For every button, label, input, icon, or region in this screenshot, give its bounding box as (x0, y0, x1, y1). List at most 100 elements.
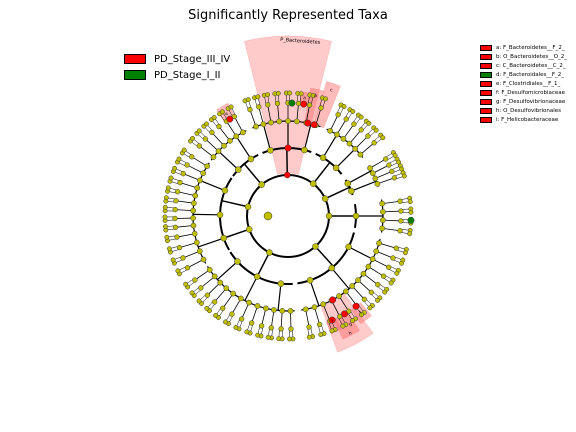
class-branch (348, 246, 373, 260)
clade-label-i: i (331, 318, 335, 324)
legend-swatch (480, 107, 492, 114)
genus-node (341, 104, 347, 109)
genus-node (287, 336, 292, 342)
family-branch (372, 164, 390, 174)
class-node (235, 166, 242, 173)
order-node (193, 239, 200, 246)
genus-node (366, 120, 372, 126)
family-node (216, 123, 222, 130)
order-node (223, 285, 230, 292)
genus-node (350, 109, 356, 114)
taxa-legend: a: F_Bacteroidetes__F_2_ b: O_Bacteroide… (480, 43, 567, 124)
genus-node (407, 231, 413, 237)
class-branch (347, 170, 372, 185)
legend-label: b: O_Bacteroidetes__O_2_ (496, 53, 568, 60)
family-node (172, 215, 178, 222)
class-node (277, 280, 285, 287)
class-node (348, 187, 355, 195)
genus-node (310, 93, 316, 99)
clade-label-a: a (303, 96, 307, 101)
order-node (369, 256, 376, 262)
class-node (253, 273, 261, 280)
genus-node (276, 336, 282, 342)
legend-swatch (480, 98, 492, 105)
family-node (198, 285, 204, 291)
family-branch (175, 200, 194, 204)
enriched-node (310, 121, 318, 129)
genus-node (170, 257, 176, 263)
family-branch (369, 158, 386, 169)
family-branch (376, 250, 394, 259)
family-node (189, 154, 195, 160)
family-branch (357, 279, 372, 293)
taxa-legend-item: e: F_Clostridiales__F_1_ (480, 79, 567, 88)
genus-node (329, 328, 335, 334)
family-node (174, 189, 181, 195)
phylum-branch (312, 161, 331, 185)
genus-node (401, 173, 407, 179)
family-node (343, 116, 349, 122)
class-node (319, 154, 327, 161)
family-branch (194, 269, 210, 281)
family-branch (349, 129, 362, 144)
clade-label-g: g (348, 322, 353, 328)
family-node (204, 292, 211, 298)
phylum-node (244, 203, 252, 211)
class-node (344, 180, 352, 187)
order-node (210, 154, 217, 160)
order-node (376, 240, 382, 246)
family-branch (382, 200, 401, 204)
genus-node (162, 204, 168, 210)
genus-node (388, 280, 394, 286)
family-branch (183, 173, 201, 181)
family-branch (382, 219, 401, 222)
family-branch (322, 304, 331, 322)
family-node (184, 162, 190, 168)
family-node (180, 255, 186, 261)
genus-node (223, 319, 228, 325)
order-node (342, 288, 349, 295)
order-node (194, 185, 201, 191)
enriched-node (300, 100, 308, 108)
order-node (349, 283, 356, 289)
class-node (345, 243, 352, 251)
enriched-node (288, 99, 296, 107)
family-node (265, 102, 271, 108)
family-branch (378, 242, 397, 249)
family-branch (182, 250, 200, 259)
family-node (229, 311, 235, 317)
legend-swatch (480, 89, 492, 96)
family-node (249, 320, 255, 326)
genus-node (402, 250, 408, 256)
family-node (268, 325, 274, 331)
family-branch (231, 298, 242, 315)
family-branch (372, 258, 389, 268)
class-arc (335, 276, 362, 299)
class-node (332, 164, 340, 172)
family-branch (375, 171, 392, 179)
order-node (206, 266, 213, 273)
genus-node (162, 214, 168, 220)
class-node (216, 211, 224, 219)
taxa-legend-item: g: F_Desulfovibrionaceae (480, 97, 567, 106)
genus-node (399, 260, 405, 266)
order-node (320, 301, 327, 308)
genus-node (265, 334, 271, 340)
genus-node (164, 234, 170, 240)
genus-node (373, 127, 379, 133)
class-branch (199, 179, 226, 192)
genus-node (196, 128, 202, 134)
family-branch (351, 285, 365, 300)
family-branch (200, 276, 215, 289)
phylum-node (321, 195, 329, 202)
family-node (335, 112, 341, 118)
order-node (372, 175, 379, 182)
family-node (398, 208, 404, 214)
order-node (380, 209, 386, 215)
legend-swatch (480, 71, 492, 78)
order-node (367, 165, 373, 171)
family-branch (249, 109, 257, 127)
order-node (200, 170, 207, 177)
enriched-node (284, 144, 292, 152)
phylum-branch (314, 245, 335, 268)
